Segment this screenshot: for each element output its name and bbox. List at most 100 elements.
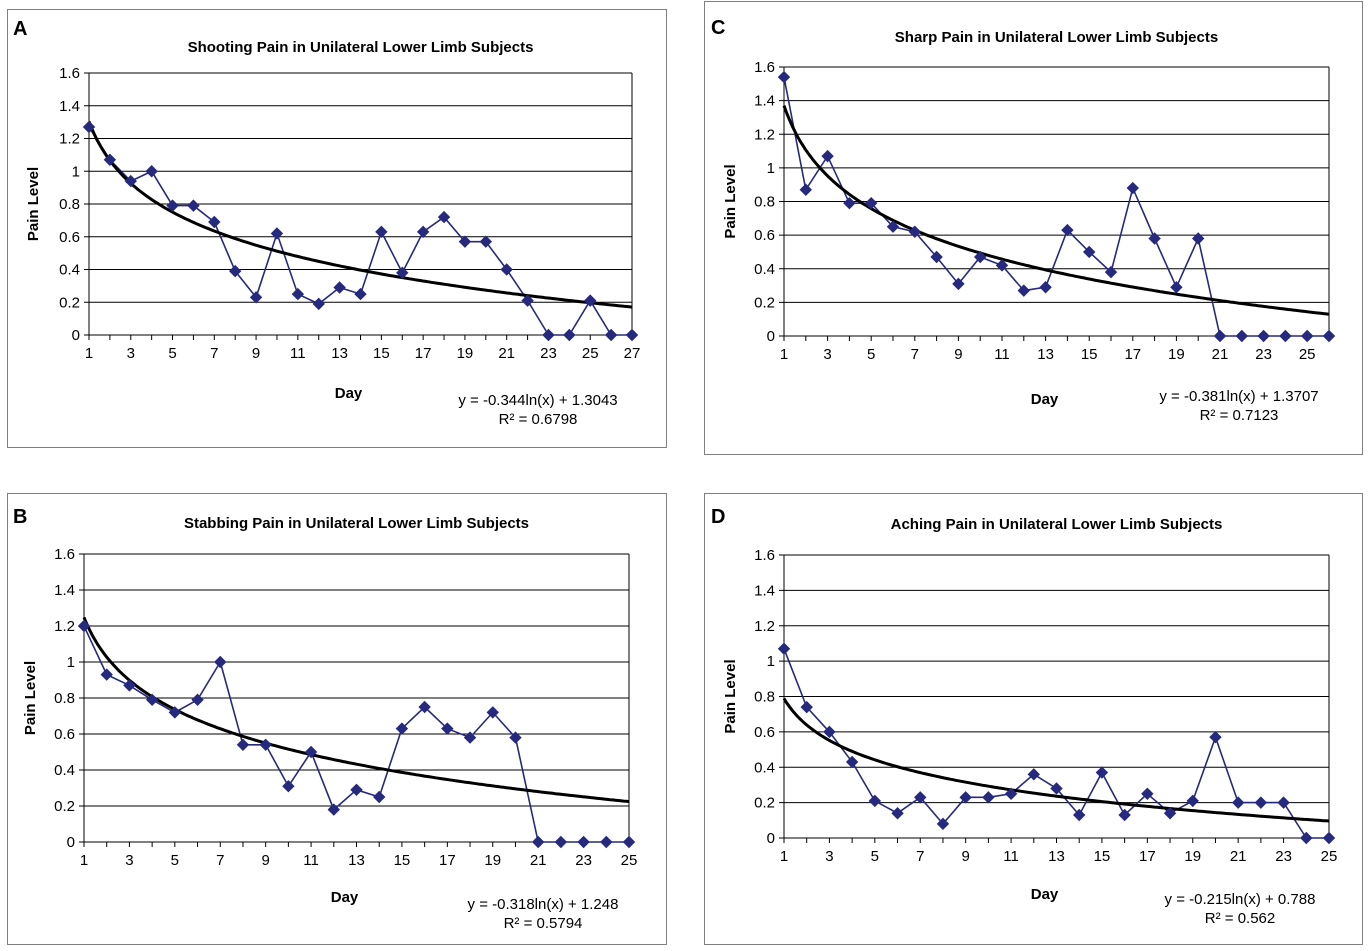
data-point: [1148, 232, 1161, 245]
y-tick-label: 0.2: [54, 798, 75, 815]
x-tick-label: 13: [331, 345, 348, 362]
data-point: [82, 120, 96, 134]
chart-title: Shooting Pain in Unilateral Lower Limb S…: [188, 39, 534, 56]
y-tick-label: 0.2: [754, 795, 775, 812]
x-tick-label: 11: [994, 346, 1010, 363]
x-axis-label: Day: [1031, 391, 1059, 408]
y-axis-label: Pain Level: [722, 164, 739, 238]
data-point: [1186, 794, 1199, 808]
x-tick-label: 9: [961, 848, 969, 865]
x-tick-label: 19: [457, 345, 474, 362]
data-point: [418, 700, 431, 714]
panel-letter: B: [13, 506, 28, 528]
trendline-equation: y = -0.344ln(x) + 1.3043: [458, 392, 618, 409]
data-point: [995, 259, 1009, 272]
data-point: [1231, 796, 1245, 809]
x-tick-label: 19: [1184, 848, 1201, 865]
data-point: [1004, 787, 1018, 800]
data-point: [1082, 245, 1096, 259]
data-point: [282, 779, 295, 793]
chart-title: Stabbing Pain in Unilateral Lower Limb S…: [184, 515, 529, 532]
data-point: [868, 794, 882, 808]
data-point: [1300, 831, 1313, 845]
y-tick-label: 1.6: [54, 546, 75, 563]
x-axis-label: Day: [1031, 886, 1059, 903]
x-tick-label: 11: [303, 852, 319, 869]
trendline-equation-box: y = -0.215ln(x) + 0.788 R² = 0.562: [1135, 890, 1345, 928]
data-point: [1254, 796, 1268, 809]
data-point: [799, 183, 813, 196]
y-tick-label: 0.2: [59, 294, 80, 311]
x-tick-label: 25: [1299, 346, 1316, 363]
gridlines: [79, 553, 629, 843]
x-tick-label: 11: [1003, 848, 1019, 865]
y-tick-label: 0: [72, 327, 80, 344]
x-tick-label: 17: [439, 852, 456, 869]
trendline-equation: y = -0.215ln(x) + 0.788: [1164, 891, 1316, 908]
y-tick-label: 0.6: [754, 724, 775, 741]
y-tick-label: 0: [767, 830, 775, 847]
y-tick-label: 0.2: [754, 294, 775, 311]
data-point: [800, 700, 813, 714]
data-point: [100, 668, 113, 681]
y-axis-label: Pain Level: [722, 659, 739, 733]
x-tick-label: 1: [80, 852, 88, 869]
x-tick-label: 13: [1048, 848, 1065, 865]
x-axis-label: Day: [335, 385, 363, 402]
data-point: [350, 783, 363, 797]
x-tick-label: 21: [498, 345, 515, 362]
data-point: [396, 266, 409, 279]
chart-panel-c: C Sharp Pain in Unilateral Lower Limb Su…: [704, 1, 1363, 455]
data-point: [509, 731, 522, 744]
data-point: [187, 199, 200, 212]
x-tick-label: 1: [780, 848, 788, 865]
data-point: [1050, 782, 1063, 795]
data-markers: [82, 120, 639, 342]
data-point: [1163, 807, 1177, 820]
data-point: [1039, 281, 1052, 294]
x-tick-label: 25: [621, 852, 638, 869]
data-point: [604, 328, 618, 342]
data-point: [259, 738, 272, 752]
y-tick-label: 1.6: [754, 547, 775, 564]
x-tick-label: 15: [1094, 848, 1111, 865]
data-point: [77, 619, 91, 633]
data-point: [1095, 766, 1109, 779]
data-point: [1257, 329, 1270, 343]
data-markers: [777, 642, 1336, 845]
data-markers: [77, 619, 636, 849]
trendline: [782, 697, 1330, 823]
y-tick-label: 1.4: [59, 98, 80, 115]
panel-letter: C: [711, 17, 726, 39]
series-line: [783, 648, 1329, 839]
data-point: [1061, 223, 1074, 237]
y-tick-label: 0.8: [754, 689, 775, 706]
x-tick-label: 19: [1168, 346, 1185, 363]
data-point: [327, 803, 340, 816]
y-tick-label: 1.2: [54, 618, 75, 635]
data-point: [375, 225, 388, 239]
x-tick-label: 3: [823, 346, 831, 363]
y-tick-label: 0.4: [754, 759, 775, 776]
data-point: [168, 706, 182, 719]
data-point: [312, 297, 325, 311]
x-tick-label: 25: [582, 345, 599, 362]
data-point: [542, 328, 555, 342]
data-point: [1235, 329, 1249, 343]
data-point: [577, 835, 590, 849]
y-tick-label: 0.4: [754, 261, 775, 278]
y-tick-label: 0.6: [754, 227, 775, 244]
trendline: [87, 120, 633, 309]
r-squared-label: R² = 0.6798: [498, 411, 578, 428]
chart-title: Sharp Pain in Unilateral Lower Limb Subj…: [895, 29, 1218, 46]
y-tick-label: 0: [67, 834, 75, 851]
data-point: [1322, 329, 1336, 343]
data-point: [973, 250, 987, 264]
x-tick-label: 23: [540, 345, 557, 362]
y-tick-label: 1.4: [754, 582, 775, 599]
panel-letter: D: [711, 506, 726, 528]
data-point: [777, 70, 791, 84]
data-point: [1017, 284, 1031, 297]
x-tick-label: 7: [911, 346, 919, 363]
data-point: [486, 706, 499, 719]
